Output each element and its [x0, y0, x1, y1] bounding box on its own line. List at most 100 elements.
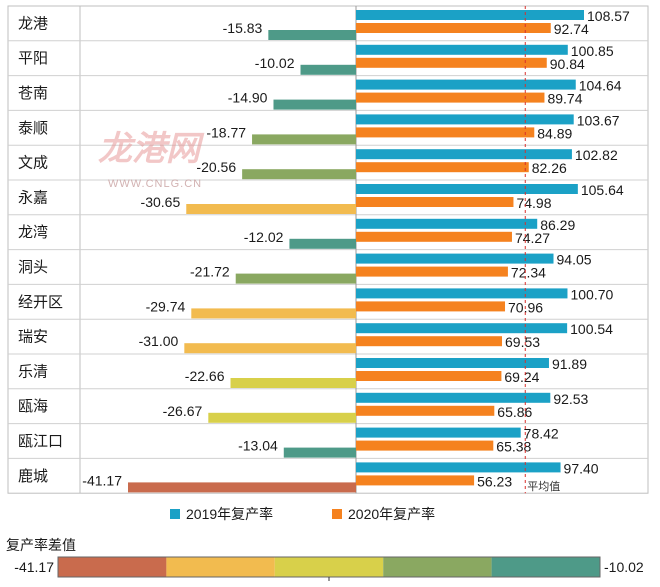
- data-label-2019: 92.53: [553, 391, 588, 407]
- legend-label-2019: 2019年复产率: [186, 506, 273, 522]
- bar-2019: [356, 358, 549, 368]
- watermark-logo: 龙港网: [98, 129, 205, 169]
- bar-2020: [356, 92, 545, 103]
- category-label: 瑞安: [18, 329, 48, 346]
- difference-label: -18.77: [206, 124, 246, 140]
- bar-2020: [356, 371, 502, 381]
- category-label: 乐清: [18, 363, 48, 380]
- category-label: 瓯江口: [18, 433, 63, 450]
- data-label-2020: 65.38: [496, 439, 531, 455]
- difference-bar: [191, 308, 356, 319]
- data-label-2019: 94.05: [557, 252, 592, 268]
- difference-label: -31.00: [139, 333, 179, 349]
- legend-swatch-2020: [332, 509, 342, 519]
- bar-2019: [356, 462, 561, 473]
- bar-2019: [356, 288, 568, 299]
- category-label: 鹿城: [18, 468, 48, 485]
- category-label: 泰顺: [18, 120, 48, 137]
- difference-label: -29.74: [146, 298, 186, 314]
- data-label-2020: 74.27: [515, 230, 550, 246]
- difference-label: -20.56: [196, 159, 236, 175]
- category-label: 苍南: [18, 85, 48, 102]
- difference-label: -21.72: [190, 264, 230, 280]
- bar-2019: [356, 79, 576, 90]
- legend-label-2020: 2020年复产率: [348, 506, 435, 522]
- data-label-2019: 97.40: [564, 460, 599, 476]
- bar-2020: [356, 405, 495, 416]
- data-label-2020: 69.53: [505, 334, 540, 350]
- bar-2019: [356, 323, 568, 334]
- data-label-2019: 91.89: [552, 356, 587, 372]
- data-label-2019: 100.54: [570, 321, 613, 337]
- difference-label: -12.02: [244, 229, 284, 245]
- data-label-2020: 56.23: [477, 473, 512, 489]
- data-label-2019: 105.64: [581, 182, 624, 198]
- data-label-2019: 86.29: [540, 217, 575, 233]
- bar-2019: [356, 44, 568, 55]
- data-label-2020: 89.74: [547, 91, 582, 107]
- bar-2020: [356, 231, 512, 242]
- data-label-2020: 90.84: [550, 56, 585, 72]
- color-scale-segment: [274, 557, 384, 577]
- color-scale: 复产率差值 -41.17 -10.02: [6, 537, 644, 581]
- color-scale-segment: [166, 557, 275, 577]
- difference-bar: [273, 99, 356, 110]
- data-label-2020: 82.26: [532, 160, 567, 176]
- category-label: 龙湾: [18, 224, 48, 241]
- data-label-2019: 104.64: [579, 78, 622, 94]
- bar-2019: [356, 10, 584, 20]
- data-label-2019: 108.57: [587, 8, 630, 24]
- color-scale-segment: [383, 557, 492, 577]
- difference-label: -15.83: [223, 20, 263, 36]
- data-label-2020: 84.89: [537, 125, 572, 141]
- data-label-2020: 74.98: [516, 195, 551, 211]
- difference-bar: [268, 30, 356, 40]
- difference-label: -14.90: [228, 90, 268, 106]
- data-label-2019: 103.67: [577, 112, 620, 128]
- category-label: 龙港: [18, 15, 48, 32]
- data-label-2020: 92.74: [554, 21, 589, 37]
- data-label-2020: 69.24: [504, 369, 539, 385]
- bar-2020: [356, 197, 514, 207]
- category-label: 文成: [18, 155, 48, 172]
- bar-2020: [356, 301, 506, 312]
- difference-bar: [283, 447, 356, 458]
- rate-bars: [356, 10, 584, 486]
- difference-label: -30.65: [141, 194, 181, 210]
- bar-2019: [356, 427, 521, 438]
- chart-frame: [7, 5, 649, 494]
- bar-2020: [356, 440, 494, 451]
- average-line-group: 平均值: [524, 6, 560, 494]
- bar-2019: [356, 218, 538, 229]
- watermark-url: WWW.CNLG.CN: [108, 178, 202, 190]
- color-scale-min-label: -41.17: [14, 559, 54, 575]
- data-label-2019: 78.42: [524, 426, 559, 442]
- difference-label: -26.67: [163, 403, 203, 419]
- difference-bar: [235, 273, 356, 284]
- legend: 2019年复产率 2020年复产率: [170, 506, 435, 522]
- bar-2019: [356, 149, 572, 160]
- difference-bar: [300, 64, 356, 75]
- difference-label: -10.02: [255, 55, 295, 71]
- data-label-2019: 102.82: [575, 147, 618, 163]
- difference-bar: [230, 378, 356, 388]
- data-label-2019: 100.85: [571, 43, 614, 59]
- difference-bar: [242, 169, 356, 180]
- difference-label: -41.17: [82, 472, 122, 488]
- color-scale-max-label: -10.02: [604, 559, 644, 575]
- bar-2019: [356, 253, 554, 264]
- data-label-2020: 65.86: [497, 404, 532, 420]
- difference-bar: [252, 134, 356, 145]
- category-label: 瓯海: [18, 398, 48, 415]
- watermark: 龙港网 WWW.CNLG.CN: [98, 129, 205, 190]
- data-label-2019: 100.70: [570, 286, 613, 302]
- difference-bar: [208, 412, 356, 423]
- bar-2020: [356, 336, 503, 347]
- difference-bar: [186, 204, 356, 214]
- difference-label: -22.66: [185, 368, 225, 384]
- bar-2019: [356, 184, 578, 194]
- category-label: 永嘉: [18, 189, 48, 206]
- bar-2020: [356, 127, 535, 138]
